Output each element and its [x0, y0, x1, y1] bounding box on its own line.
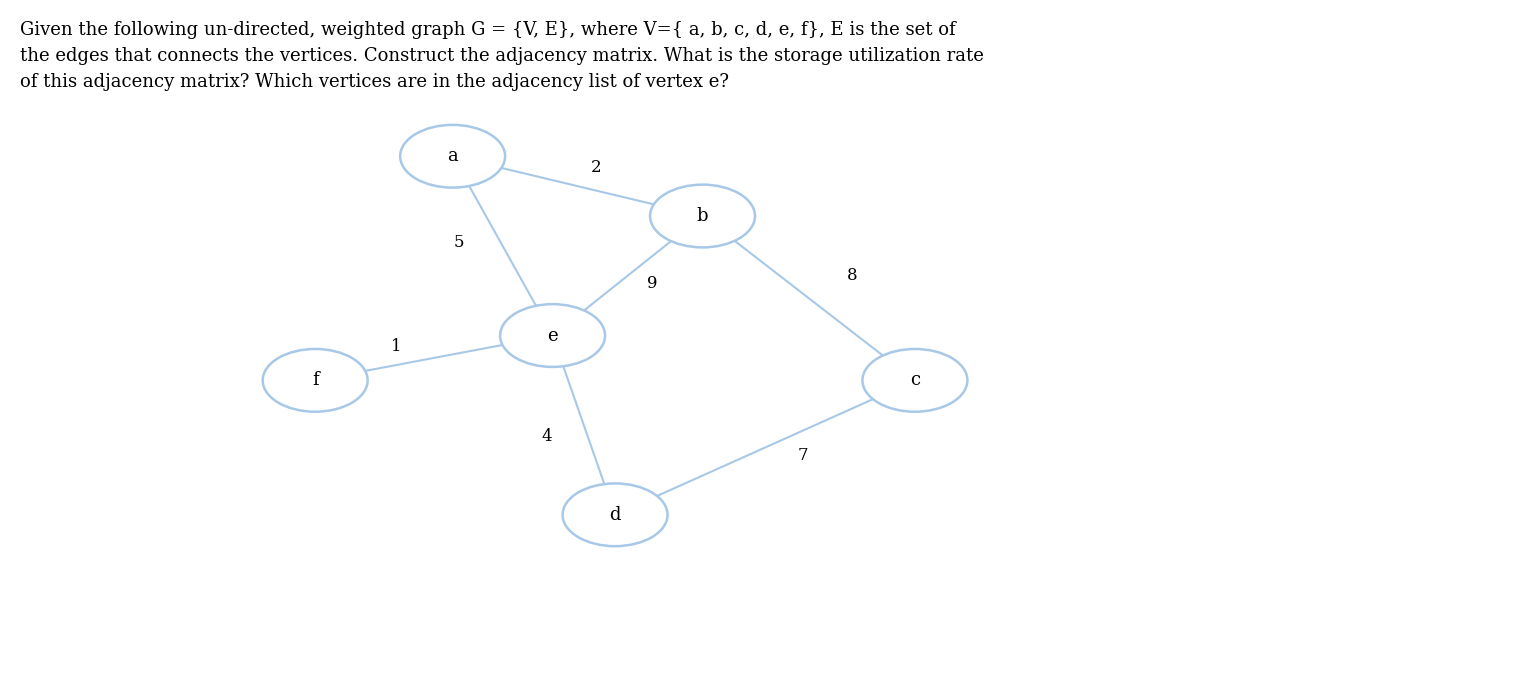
Circle shape — [500, 304, 604, 367]
Text: 8: 8 — [848, 268, 858, 284]
Text: 1: 1 — [392, 338, 402, 355]
Text: d: d — [609, 506, 621, 524]
Text: 9: 9 — [647, 274, 658, 292]
Text: c: c — [910, 371, 920, 390]
Text: b: b — [696, 207, 708, 225]
Text: e: e — [548, 327, 558, 344]
Text: f: f — [312, 371, 318, 390]
Text: a: a — [447, 147, 457, 165]
Text: 5: 5 — [453, 234, 464, 250]
Text: 4: 4 — [542, 428, 552, 445]
Text: Given the following un-directed, weighted graph G = {V, E}, where V={ a, b, c, d: Given the following un-directed, weighte… — [20, 21, 984, 91]
Circle shape — [263, 349, 367, 412]
Circle shape — [863, 349, 967, 412]
Circle shape — [401, 125, 505, 188]
Circle shape — [563, 484, 667, 546]
Circle shape — [650, 185, 754, 248]
Text: 2: 2 — [591, 159, 601, 176]
Text: 7: 7 — [797, 447, 808, 464]
